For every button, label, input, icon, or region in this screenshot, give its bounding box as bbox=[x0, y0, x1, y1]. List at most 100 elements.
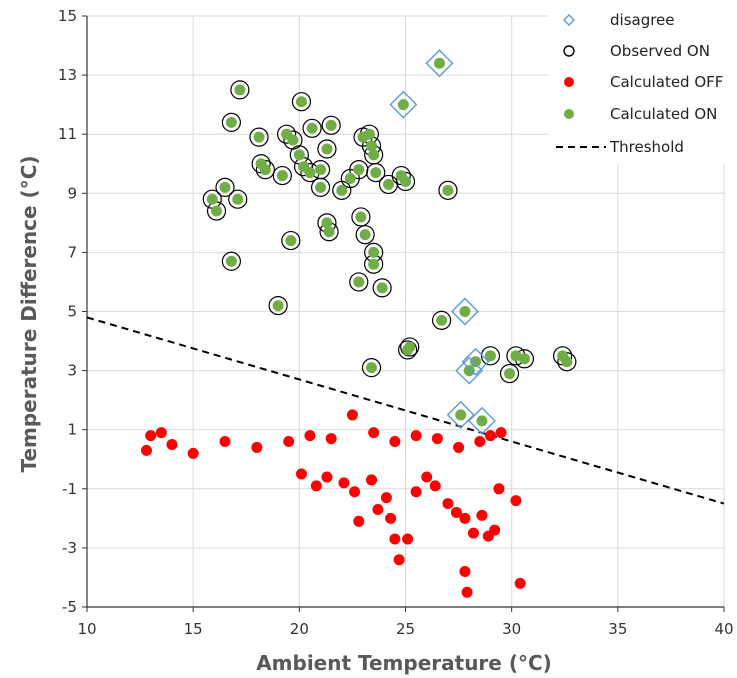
calculated-on-point bbox=[234, 84, 246, 96]
calculated-on-point bbox=[397, 99, 409, 111]
calculated-on-point bbox=[368, 246, 380, 258]
calculated-off-point bbox=[453, 441, 465, 453]
calculated-on-point bbox=[459, 306, 471, 317]
calculated-on-point bbox=[276, 170, 288, 182]
disagree-point bbox=[467, 406, 496, 435]
y-tick-label: 11 bbox=[58, 125, 77, 143]
calculated-off-point bbox=[366, 474, 378, 486]
calculated-on-point bbox=[315, 164, 327, 176]
disagree-point bbox=[455, 356, 484, 385]
observed-on-point bbox=[349, 272, 369, 292]
calculated-off-point bbox=[421, 471, 433, 483]
calculated-off-point bbox=[514, 577, 526, 589]
calculated-on-point bbox=[368, 149, 380, 161]
x-tick-label: 35 bbox=[608, 620, 627, 638]
observed-on-point bbox=[230, 80, 250, 100]
calculated-on-series bbox=[206, 57, 573, 427]
calculated-off-point bbox=[338, 477, 350, 489]
calculated-off-point bbox=[495, 427, 507, 439]
calculated-on-point bbox=[363, 128, 375, 140]
calculated-off-point bbox=[467, 527, 479, 539]
observed-on-point bbox=[480, 346, 501, 366]
observed-on-series bbox=[202, 80, 577, 384]
calculated-on-point bbox=[293, 149, 305, 161]
legend-label-observed-on: Observed ON bbox=[610, 42, 710, 60]
legend: disagree Observed ON Calculated OFF Calc… bbox=[548, 6, 734, 164]
calculated-on-point bbox=[355, 211, 367, 223]
calculated-off-point bbox=[459, 566, 471, 578]
observed-on-point bbox=[431, 310, 452, 330]
calculated-off-point bbox=[304, 430, 316, 442]
x-tick-label: 15 bbox=[184, 620, 203, 638]
observed-on-point bbox=[268, 295, 288, 316]
calculated-on-point bbox=[353, 276, 365, 288]
legend-markers bbox=[556, 14, 606, 148]
observed-on-point bbox=[272, 165, 292, 186]
calculated-on-point bbox=[232, 193, 244, 205]
calculated-off-point bbox=[429, 480, 441, 492]
calculated-on-point bbox=[376, 282, 388, 294]
y-tick-label: 5 bbox=[67, 303, 77, 321]
calculated-off-point bbox=[283, 436, 295, 448]
disagree-point bbox=[389, 90, 418, 119]
calculated-off-point bbox=[510, 495, 522, 507]
calculated-on-point bbox=[463, 365, 475, 377]
axes bbox=[82, 15, 725, 612]
calculated-off-point bbox=[389, 533, 401, 545]
calculated-off-point bbox=[450, 506, 462, 518]
y-tick-label: -5 bbox=[62, 598, 77, 616]
legend-marker-disagree bbox=[563, 14, 575, 26]
calculated-off-point bbox=[325, 433, 337, 445]
calculated-off-point bbox=[410, 486, 422, 498]
calculated-off-point bbox=[489, 524, 501, 536]
disagree-series bbox=[389, 49, 496, 435]
observed-on-point bbox=[302, 118, 322, 138]
y-tick-label: 15 bbox=[58, 7, 77, 25]
calculated-off-point bbox=[368, 427, 380, 439]
legend-marker-calculated-on bbox=[564, 109, 574, 119]
disagree-point bbox=[461, 347, 490, 376]
calculated-on-point bbox=[295, 96, 307, 108]
calculated-on-point bbox=[504, 368, 516, 380]
disagree-point bbox=[425, 49, 454, 78]
observed-on-point bbox=[438, 180, 458, 200]
calculated-off-point bbox=[474, 436, 486, 448]
observed-on-point bbox=[249, 127, 269, 147]
calculated-on-point bbox=[436, 314, 448, 326]
x-tick-label: 20 bbox=[290, 620, 309, 638]
observed-on-point bbox=[400, 337, 420, 357]
calculated-off-point bbox=[155, 427, 167, 439]
y-axis-title: Temperature Difference (°C) bbox=[17, 155, 41, 472]
calculated-on-point bbox=[557, 350, 569, 362]
observed-on-point bbox=[398, 340, 418, 360]
calculated-off-point bbox=[140, 444, 152, 456]
calculated-on-point bbox=[211, 205, 223, 217]
calculated-on-point bbox=[366, 140, 378, 152]
calculated-off-point bbox=[476, 509, 488, 521]
observed-on-point bbox=[317, 139, 337, 159]
observed-on-point bbox=[291, 92, 312, 112]
disagree-point bbox=[450, 297, 479, 326]
calculated-on-point bbox=[383, 178, 395, 190]
calculated-on-point bbox=[315, 181, 327, 193]
calculated-on-point bbox=[353, 164, 365, 176]
calculated-on-point bbox=[404, 341, 416, 353]
calculated-on-point bbox=[321, 143, 333, 155]
calculated-on-point bbox=[259, 164, 271, 176]
calculated-on-point bbox=[368, 258, 380, 270]
observed-on-point bbox=[361, 358, 382, 378]
x-tick-label: 10 bbox=[77, 620, 96, 638]
y-tick-label: -3 bbox=[62, 539, 77, 557]
observed-on-point bbox=[281, 230, 301, 251]
observed-on-point bbox=[332, 180, 352, 200]
calculated-off-point bbox=[442, 498, 454, 510]
legend-background bbox=[548, 6, 734, 164]
calculated-on-point bbox=[359, 229, 371, 241]
calculated-off-point bbox=[380, 492, 392, 504]
calculated-on-point bbox=[484, 350, 496, 362]
calculated-on-point bbox=[518, 353, 530, 365]
calculated-on-point bbox=[306, 122, 318, 134]
calculated-on-point bbox=[344, 173, 356, 185]
